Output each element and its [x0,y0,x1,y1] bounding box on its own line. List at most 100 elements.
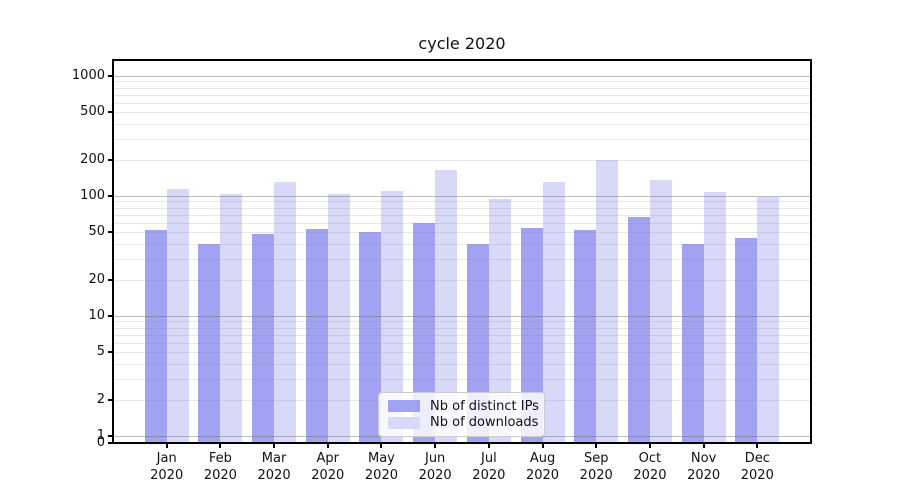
x-tick-label-jan: Jan 2020 [150,451,184,483]
gridline-400 [113,123,811,125]
legend-entry-distinct-ips: Nb of distinct IPs [388,399,539,414]
y-tick-label-10: 10 [88,308,105,323]
gridline-9 [113,321,811,323]
x-tick-may [380,443,383,448]
x-tick-label-jun: Jun 2020 [418,451,452,483]
x-tick-label-aug: Aug 2020 [525,451,560,483]
y-tick-label-20: 20 [88,271,105,287]
bar-oct-downloads [649,180,672,443]
y-tick-0 [108,442,113,444]
gridline-20 [113,279,811,281]
bar-jan-downloads [166,188,189,443]
gridline-4 [113,363,811,365]
legend-entry-downloads: Nb of downloads [388,415,538,430]
gridline-60 [113,222,811,224]
gridline-3 [113,378,811,380]
gridline-70 [113,214,811,216]
gridline-500 [113,112,811,114]
x-tick-label-nov: Nov 2020 [687,451,721,483]
bar-sep-distinct-ips [574,230,597,443]
gridline-600 [113,102,811,104]
bar-may-distinct-ips [359,232,382,443]
x-tick-jun [434,443,437,448]
y-tick-label-0: 0 [96,435,105,450]
x-tick-label-oct: Oct 2020 [633,451,667,483]
bar-feb-downloads [220,194,243,443]
x-tick-jul [487,443,490,448]
bar-may-downloads [381,191,404,443]
x-tick-nov [702,443,705,448]
bar-apr-distinct-ips [305,229,328,443]
gridline-100 [113,196,811,197]
bar-mar-distinct-ips [252,234,275,443]
gridline-8 [113,327,811,329]
y-tick-10 [108,315,113,317]
bar-aug-distinct-ips [520,228,543,443]
x-tick-sep [595,443,598,448]
gridline-7 [113,334,811,336]
x-tick-dec [756,443,759,448]
bar-feb-distinct-ips [198,243,221,443]
y-tick-200 [108,158,113,161]
y-tick-label-2: 2 [96,391,105,407]
y-tick-1000 [108,75,113,77]
x-tick-label-jul: Jul 2020 [472,451,506,483]
gridline-200 [113,159,811,161]
x-tick-apr [326,443,329,448]
y-tick-label-500: 500 [80,104,105,120]
gridline-6 [113,342,811,344]
x-tick-label-dec: Dec 2020 [740,451,774,483]
y-tick-label-50: 50 [88,224,105,240]
gridline-80 [113,207,811,209]
x-tick-jan [165,443,168,448]
gridline-30 [113,258,811,260]
y-tick-20 [108,278,113,281]
gridline-800 [113,87,811,89]
gridline-50 [113,232,811,234]
gridline-5 [113,352,811,354]
legend-swatch-distinct-ips [388,400,420,413]
legend-swatch-downloads [388,416,420,429]
x-tick-mar [273,443,276,448]
bar-sep-downloads [596,159,619,443]
x-tick-label-feb: Feb 2020 [203,451,237,483]
x-tick-label-sep: Sep 2020 [579,451,613,483]
y-tick-label-1: 1 [96,428,105,443]
bar-nov-distinct-ips [681,243,704,443]
x-tick-label-may: May 2020 [364,451,398,483]
y-tick-label-200: 200 [80,151,105,167]
bar-dec-downloads [757,196,780,443]
y-tick-1 [108,435,113,437]
plot-area [113,60,811,443]
y-tick-label-5: 5 [96,344,105,360]
legend-label-distinct-ips: Nb of distinct IPs [430,398,539,414]
gridline-1000 [113,76,811,77]
y-tick-label-100: 100 [80,188,105,203]
bar-jun-downloads [435,169,458,443]
x-tick-label-mar: Mar 2020 [257,451,291,483]
y-tick-2 [108,398,113,401]
x-tick-aug [541,443,544,448]
bar-oct-distinct-ips [627,216,650,443]
chart-title: cycle 2020 [418,34,506,53]
bar-nov-downloads [703,192,726,443]
y-tick-5 [108,351,113,354]
bar-jan-distinct-ips [144,230,167,443]
bar-jul-downloads [488,199,511,443]
gridline-10 [113,316,811,317]
y-tick-50 [108,231,113,234]
x-tick-feb [219,443,222,448]
gridline-40 [113,243,811,245]
x-tick-label-apr: Apr 2020 [311,451,345,483]
y-tick-label-1000: 1000 [71,68,105,83]
bar-dec-distinct-ips [735,237,758,443]
y-tick-100 [108,195,113,197]
gridline-900 [113,81,811,83]
gridline-300 [113,138,811,140]
bar-apr-downloads [327,193,350,443]
bar-aug-downloads [542,182,565,443]
legend: Nb of distinct IPs Nb of downloads [378,392,545,437]
bar-jun-distinct-ips [413,222,436,443]
bar-mar-downloads [274,182,297,443]
